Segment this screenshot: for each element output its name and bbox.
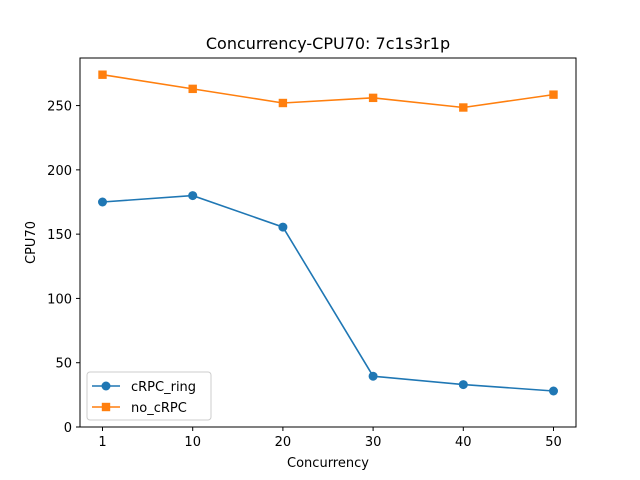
data-point: [98, 197, 107, 207]
y-tick-label: 150: [47, 228, 72, 243]
x-tick-label: 20: [275, 435, 292, 450]
x-tick-label: 30: [365, 435, 382, 450]
x-tick-label: 50: [545, 435, 562, 450]
x-tick-label: 10: [184, 435, 201, 450]
legend-box: [86, 371, 212, 421]
legend-marker: [101, 381, 111, 391]
y-tick-label: 50: [55, 357, 72, 372]
data-point: [278, 98, 288, 108]
legend: cRPC_ring no_cRPC: [86, 371, 212, 421]
legend-label: cRPC_ring: [131, 380, 196, 395]
data-point: [459, 103, 468, 112]
y-tick-label: 250: [47, 100, 72, 115]
chart-title: Concurrency-CPU70: 7c1s3r1p: [206, 34, 450, 53]
y-tick-label: 100: [47, 292, 72, 307]
x-axis-label: Concurrency: [287, 456, 369, 471]
legend-label: no_cRPC: [131, 401, 187, 416]
data-point: [188, 191, 198, 201]
series-cRPC_ring: [98, 191, 558, 396]
data-point: [368, 93, 378, 103]
data-point: [188, 84, 197, 94]
series-no_cRPC: [98, 70, 558, 112]
y-axis-label: CPU70: [24, 221, 39, 264]
series-line: [102, 73, 554, 109]
data-point: [549, 90, 558, 99]
x-tick-label: 40: [455, 435, 472, 450]
data-point: [368, 371, 378, 381]
x-tick-label: 1: [98, 435, 106, 450]
series-line: [102, 194, 554, 392]
plot-frame: [79, 57, 577, 428]
y-tick-label: 0: [64, 421, 72, 436]
y-tick-label: 200: [47, 164, 72, 179]
legend-item: cRPC_ring: [92, 380, 196, 395]
data-point: [278, 222, 288, 232]
legend-item: no_cRPC: [92, 401, 187, 416]
data-point: [98, 70, 107, 79]
data-point: [458, 380, 468, 390]
plot-area: [80, 58, 576, 427]
data-point: [549, 386, 558, 396]
legend-marker: [101, 402, 111, 412]
